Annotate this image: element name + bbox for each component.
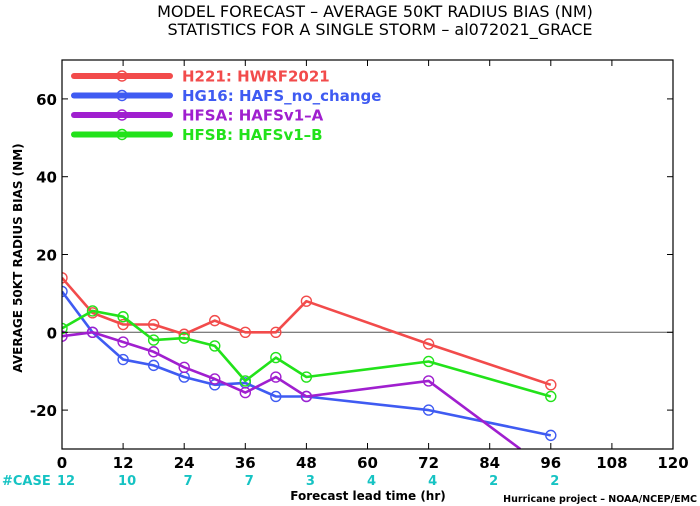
data-point (178, 361, 190, 374)
y-tick-label: 60 (36, 91, 57, 109)
x-tick-label: 120 (657, 454, 688, 472)
chart-title: MODEL FORECAST – AVERAGE 50KT RADIUS BIA… (157, 2, 593, 21)
x-tick-label: 12 (113, 454, 134, 472)
legend-marker (116, 89, 128, 102)
case-count: 4 (367, 474, 376, 489)
data-point (209, 314, 221, 327)
data-point (62, 330, 68, 342)
data-point (209, 373, 221, 385)
x-tick-label: 36 (235, 454, 256, 472)
data-point (422, 375, 435, 387)
x-tick-label: 24 (174, 454, 195, 472)
case-count: 7 (245, 474, 254, 489)
data-point (147, 359, 160, 372)
case-count: 2 (489, 474, 498, 489)
data-point (239, 375, 252, 387)
plot-frame (61, 59, 674, 450)
y-tick-label: 0 (47, 324, 57, 342)
case-count: 12 (57, 474, 75, 489)
x-tick-label: 60 (357, 454, 378, 472)
data-point (300, 295, 313, 307)
x-tick-label: 96 (540, 454, 561, 472)
data-point (422, 404, 435, 416)
legend-entry: HFSA: HAFSv1–A (182, 107, 324, 125)
data-point (178, 332, 190, 344)
data-point (62, 285, 68, 298)
case-label: #CASE (2, 474, 51, 489)
series-line-3 (62, 309, 552, 398)
data-point (270, 371, 282, 383)
series-line-1 (62, 290, 552, 437)
data-point (545, 390, 557, 403)
x-tick-label: 0 (57, 454, 67, 472)
chart-subtitle: STATISTICS FOR A SINGLE STORM – al072021… (167, 20, 592, 40)
legend-marker (116, 109, 128, 121)
data-point (270, 390, 282, 403)
legend-entry: HFSB: HAFSv1–B (182, 126, 323, 144)
y-tick-label: 40 (36, 169, 57, 187)
x-axis-label: Forecast lead time (hr) (290, 489, 446, 503)
legend-entry: HG16: HAFS_no_change (182, 87, 381, 105)
data-point (300, 390, 313, 403)
data-point (270, 351, 282, 364)
case-count: 4 (428, 474, 437, 489)
case-count: 10 (118, 474, 136, 489)
data-point (270, 326, 282, 338)
data-point (117, 311, 129, 323)
data-point (545, 429, 557, 442)
data-point (117, 336, 129, 348)
data-point (545, 379, 557, 391)
data-point (300, 371, 313, 383)
x-tick-label: 72 (418, 454, 439, 472)
legend-marker (116, 70, 128, 82)
legend-marker (116, 128, 128, 141)
x-tick-label: 48 (296, 454, 317, 472)
data-point (239, 386, 252, 399)
credit-text: Hurricane project – NOAA/NCEP/EMC (503, 494, 697, 505)
series-line-2 (62, 330, 522, 449)
data-point (147, 334, 160, 346)
legend-entry: H221: HWRF2021 (182, 68, 330, 86)
data-point (147, 346, 160, 358)
data-point (422, 355, 435, 368)
data-point (147, 318, 160, 331)
y-axis-label: AVERAGE 50KT RADIUS BIAS (NM) (11, 143, 25, 372)
y-tick-label: -20 (30, 402, 57, 420)
case-count: 3 (306, 474, 315, 489)
x-tick-label: 84 (479, 454, 500, 472)
data-point (117, 318, 129, 331)
data-point (62, 322, 68, 335)
data-point (209, 340, 221, 352)
data-point (86, 326, 99, 338)
data-point (239, 326, 252, 338)
case-count: 7 (184, 474, 193, 489)
case-count: 2 (550, 474, 559, 489)
data-point (86, 305, 99, 317)
x-tick-label: 108 (596, 454, 627, 472)
series-group (62, 272, 557, 449)
data-point (117, 353, 129, 366)
series-line-0 (62, 276, 552, 387)
data-point (422, 338, 435, 350)
data-point (62, 272, 68, 284)
y-tick-label: 20 (36, 247, 57, 265)
